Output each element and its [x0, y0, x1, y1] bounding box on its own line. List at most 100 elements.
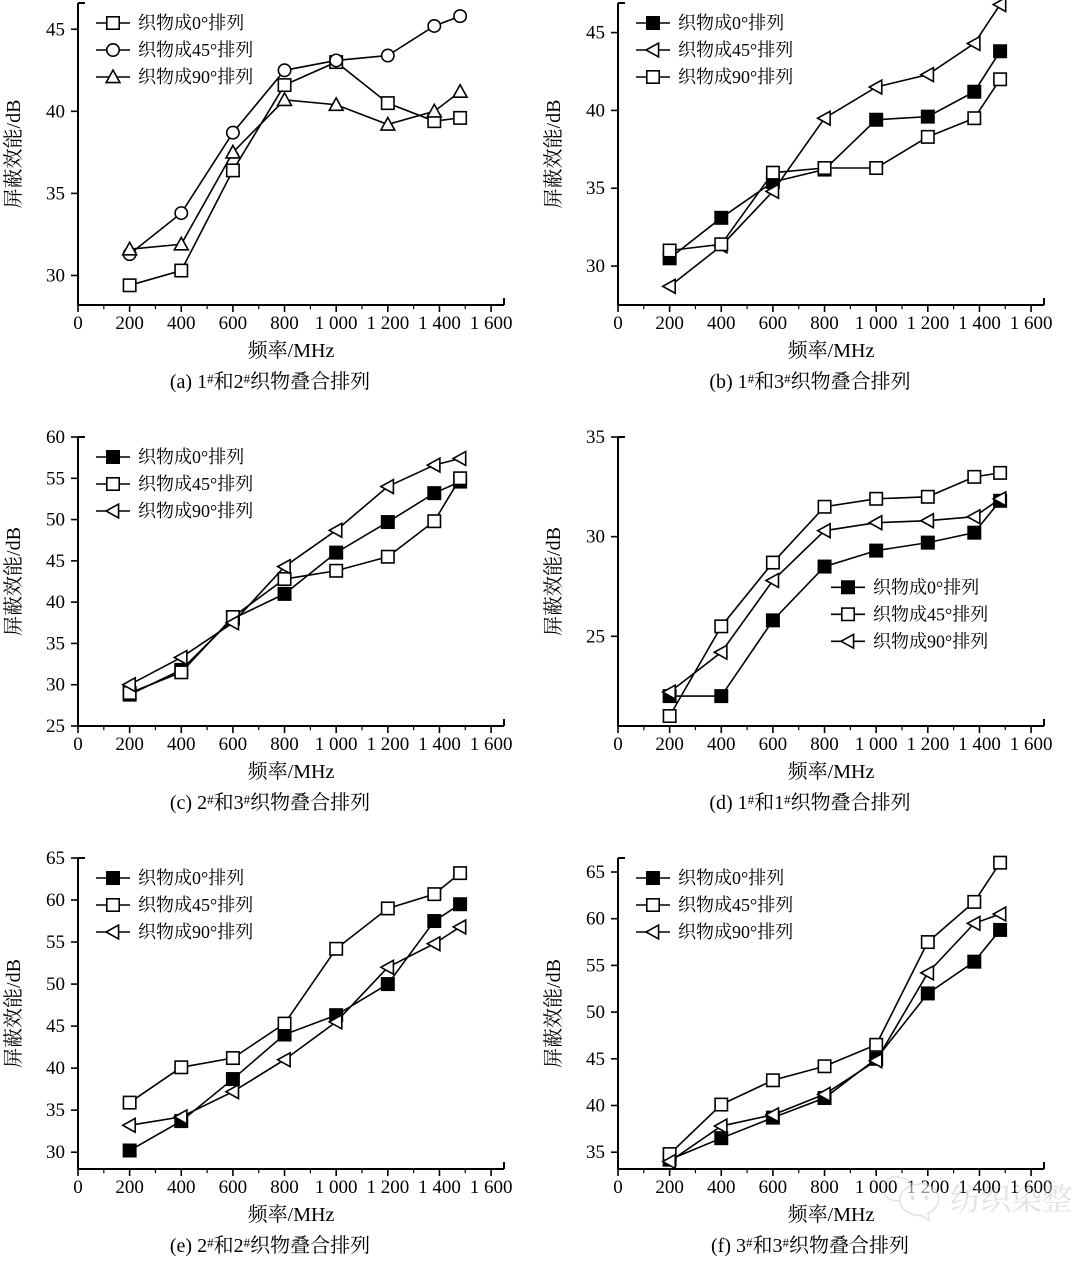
svg-text:1 400: 1 400 — [418, 1177, 461, 1198]
svg-text:织物成45°排列: 织物成45°排列 — [138, 474, 253, 494]
svg-text:400: 400 — [707, 313, 736, 334]
svg-text:40: 40 — [46, 101, 65, 122]
svg-text:35: 35 — [586, 427, 605, 448]
svg-text:35: 35 — [46, 1100, 65, 1121]
svg-text:40: 40 — [46, 1058, 65, 1079]
svg-text:55: 55 — [586, 955, 605, 976]
svg-text:0: 0 — [73, 734, 83, 755]
svg-text:1 000: 1 000 — [855, 313, 898, 334]
svg-text:1 200: 1 200 — [906, 313, 949, 334]
svg-text:1 000: 1 000 — [315, 1177, 358, 1198]
svg-text:60: 60 — [46, 427, 65, 448]
svg-text:1 600: 1 600 — [470, 313, 513, 334]
svg-text:屏蔽效能/dB: 屏蔽效能/dB — [542, 527, 565, 636]
svg-text:1 000: 1 000 — [315, 734, 358, 755]
svg-text:30: 30 — [46, 265, 65, 286]
svg-text:0: 0 — [613, 1177, 623, 1198]
svg-text:1 000: 1 000 — [855, 734, 898, 755]
svg-text:(b) 1#和3#织物叠合排列: (b) 1#和3#织物叠合排列 — [709, 370, 910, 393]
svg-text:织物成90°排列: 织物成90°排列 — [678, 922, 793, 942]
svg-text:45: 45 — [586, 1049, 605, 1070]
svg-text:35: 35 — [586, 1142, 605, 1163]
svg-text:45: 45 — [46, 19, 65, 40]
svg-text:200: 200 — [115, 1177, 144, 1198]
svg-text:1 200: 1 200 — [366, 1177, 409, 1198]
svg-text:200: 200 — [115, 313, 144, 334]
svg-text:0: 0 — [73, 1177, 83, 1198]
svg-text:频率/MHz: 频率/MHz — [248, 339, 335, 362]
svg-text:频率/MHz: 频率/MHz — [788, 760, 875, 783]
svg-text:30: 30 — [46, 1142, 65, 1163]
svg-text:800: 800 — [270, 734, 299, 755]
svg-text:(c) 2#和3#织物叠合排列: (c) 2#和3#织物叠合排列 — [170, 791, 370, 814]
svg-text:30: 30 — [46, 675, 65, 696]
svg-text:800: 800 — [810, 734, 839, 755]
svg-text:1 600: 1 600 — [1010, 734, 1053, 755]
svg-text:织物成0°排列: 织物成0°排列 — [678, 868, 784, 888]
svg-text:400: 400 — [167, 313, 196, 334]
svg-text:织物成0°排列: 织物成0°排列 — [138, 13, 244, 33]
svg-text:65: 65 — [46, 848, 65, 869]
svg-text:30: 30 — [586, 527, 605, 548]
svg-text:(f) 3#和3#织物叠合排列: (f) 3#和3#织物叠合排列 — [711, 1234, 909, 1257]
svg-text:50: 50 — [46, 510, 65, 531]
svg-text:1 400: 1 400 — [958, 313, 1001, 334]
svg-text:45: 45 — [586, 23, 605, 44]
svg-text:1 200: 1 200 — [906, 734, 949, 755]
svg-text:45: 45 — [46, 1016, 65, 1037]
svg-text:50: 50 — [46, 974, 65, 995]
svg-text:65: 65 — [586, 862, 605, 883]
svg-text:(a) 1#和2#织物叠合排列: (a) 1#和2#织物叠合排列 — [170, 370, 370, 393]
svg-text:25: 25 — [46, 716, 65, 737]
svg-text:1 200: 1 200 — [366, 313, 409, 334]
svg-text:频率/MHz: 频率/MHz — [788, 339, 875, 362]
svg-text:0: 0 — [613, 313, 623, 334]
svg-text:1 600: 1 600 — [1010, 313, 1053, 334]
svg-text:屏蔽效能/dB: 屏蔽效能/dB — [542, 100, 565, 209]
svg-text:400: 400 — [167, 1177, 196, 1198]
svg-text:1 400: 1 400 — [958, 734, 1001, 755]
svg-text:60: 60 — [46, 890, 65, 911]
svg-text:屏蔽效能/dB: 屏蔽效能/dB — [2, 959, 25, 1068]
svg-text:600: 600 — [759, 313, 788, 334]
svg-text:(d) 1#和1#织物叠合排列: (d) 1#和1#织物叠合排列 — [709, 791, 910, 814]
svg-text:屏蔽效能/dB: 屏蔽效能/dB — [2, 527, 25, 636]
svg-text:600: 600 — [219, 1177, 248, 1198]
svg-text:0: 0 — [613, 734, 623, 755]
svg-text:800: 800 — [270, 1177, 299, 1198]
svg-text:织物成45°排列: 织物成45°排列 — [138, 895, 253, 915]
svg-text:30: 30 — [586, 256, 605, 277]
svg-text:200: 200 — [655, 313, 684, 334]
svg-text:屏蔽效能/dB: 屏蔽效能/dB — [542, 959, 565, 1068]
svg-text:600: 600 — [759, 1177, 788, 1198]
svg-text:400: 400 — [707, 1177, 736, 1198]
svg-text:55: 55 — [46, 932, 65, 953]
svg-text:织物成0°排列: 织物成0°排列 — [678, 13, 784, 33]
svg-text:200: 200 — [115, 734, 144, 755]
svg-text:织物成45°排列: 织物成45°排列 — [678, 895, 793, 915]
svg-text:600: 600 — [219, 313, 248, 334]
svg-text:1 400: 1 400 — [958, 1177, 1001, 1198]
svg-text:400: 400 — [167, 734, 196, 755]
svg-text:1 200: 1 200 — [906, 1177, 949, 1198]
svg-text:织物成90°排列: 织物成90°排列 — [138, 922, 253, 942]
svg-text:45: 45 — [46, 551, 65, 572]
svg-text:200: 200 — [655, 1177, 684, 1198]
svg-text:织物成90°排列: 织物成90°排列 — [138, 501, 253, 521]
svg-text:55: 55 — [46, 468, 65, 489]
svg-text:800: 800 — [810, 1177, 839, 1198]
svg-text:1 600: 1 600 — [470, 734, 513, 755]
svg-text:1 000: 1 000 — [855, 1177, 898, 1198]
svg-text:1 400: 1 400 — [418, 734, 461, 755]
svg-text:(e) 2#和2#织物叠合排列: (e) 2#和2#织物叠合排列 — [170, 1234, 370, 1257]
svg-text:40: 40 — [46, 592, 65, 613]
svg-text:600: 600 — [219, 734, 248, 755]
svg-text:织物成45°排列: 织物成45°排列 — [678, 40, 793, 60]
svg-text:35: 35 — [46, 633, 65, 654]
svg-text:40: 40 — [586, 1095, 605, 1116]
svg-text:800: 800 — [270, 313, 299, 334]
svg-text:1 600: 1 600 — [470, 1177, 513, 1198]
svg-text:织物成90°排列: 织物成90°排列 — [138, 67, 253, 87]
svg-text:200: 200 — [655, 734, 684, 755]
svg-text:0: 0 — [73, 313, 83, 334]
